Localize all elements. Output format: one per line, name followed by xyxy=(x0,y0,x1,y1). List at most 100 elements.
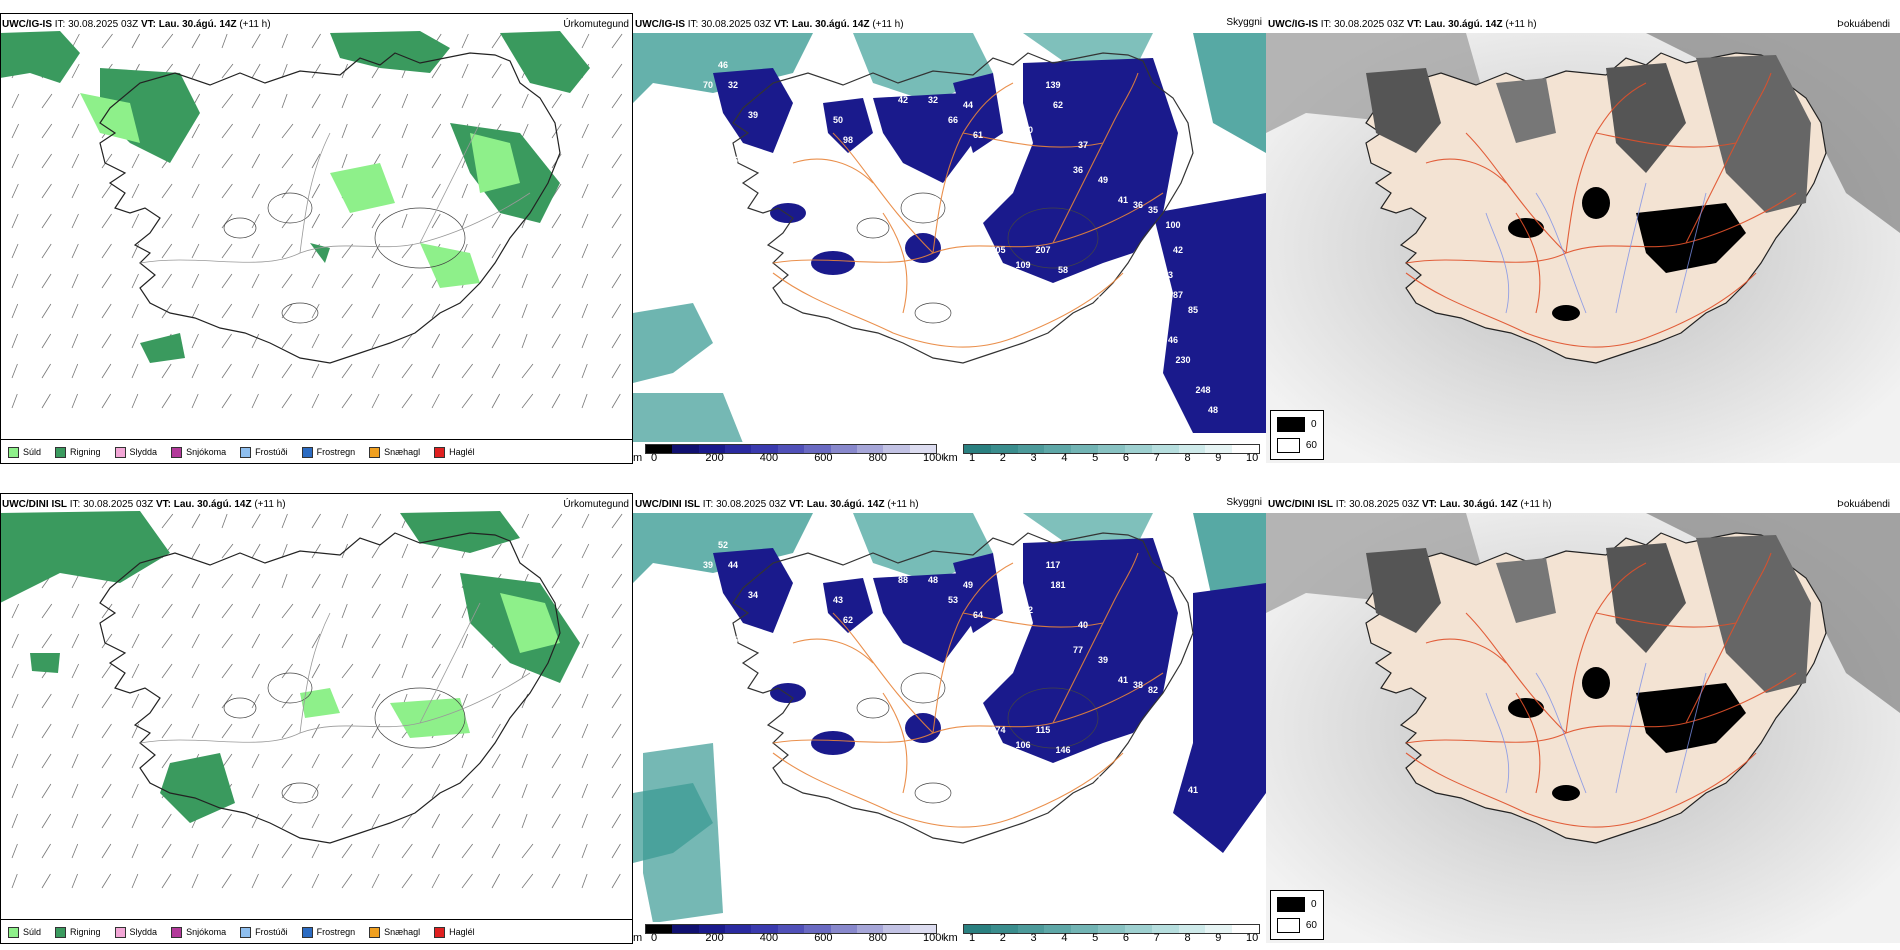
scale-color-step xyxy=(964,925,991,933)
legend-label: Haglél xyxy=(449,447,475,457)
wind-barb xyxy=(11,603,19,619)
wind-barb xyxy=(431,93,442,109)
visibility-value: 36 xyxy=(1133,200,1143,210)
scale-tick-label: 600 xyxy=(814,932,833,944)
wind-barb xyxy=(311,213,321,229)
wind-barb xyxy=(101,273,112,289)
visibility-value: 101 xyxy=(1075,765,1090,775)
wind-barb xyxy=(431,63,442,79)
scale-color-step xyxy=(883,445,910,453)
legend-item: Rigning xyxy=(55,926,101,938)
scale-tick-label: 200 xyxy=(705,452,724,464)
low-cloud-area xyxy=(1366,548,1441,633)
low-cloud-area xyxy=(1696,55,1811,213)
wind-barb xyxy=(431,363,440,379)
wind-barb xyxy=(41,93,53,109)
wind-barb xyxy=(581,273,589,289)
height-area xyxy=(873,93,973,183)
wind-barb xyxy=(461,303,474,319)
wind-barb xyxy=(101,363,112,379)
scale-tick-label: 5 xyxy=(1092,452,1099,464)
precip-areas xyxy=(0,31,590,363)
legend-item: Snæhagl xyxy=(369,446,420,458)
wind-barb xyxy=(491,723,501,739)
wind-barb xyxy=(101,183,113,199)
wind-barb xyxy=(461,753,468,769)
wind-barb xyxy=(491,873,501,889)
visibility-value: 61 xyxy=(973,130,983,140)
wind-barb xyxy=(611,93,623,109)
wind-barb xyxy=(281,633,294,649)
fog-area xyxy=(1582,667,1610,699)
scale-color-step xyxy=(1044,445,1072,453)
visibility-value: 50 xyxy=(833,115,843,125)
scale-color-step xyxy=(777,445,805,453)
visibility-value: 47 xyxy=(1163,750,1173,760)
wind-barb xyxy=(401,813,413,829)
cloud-legend: 0 60 xyxy=(1270,890,1324,940)
wind-barb xyxy=(461,363,474,379)
wind-barb xyxy=(311,153,321,169)
wind-barb xyxy=(11,93,20,109)
cloud-legend-item: 60 xyxy=(1277,918,1317,933)
legend-label: Slydda xyxy=(129,447,158,457)
visibility-value: 109 xyxy=(1015,260,1030,270)
wind-barb xyxy=(311,123,321,139)
scale-color-step xyxy=(646,445,673,453)
wind-barb xyxy=(101,153,113,169)
legend-label: Frostúði xyxy=(255,447,288,457)
road-line xyxy=(792,158,874,184)
wind-barb xyxy=(131,783,139,799)
legend-swatch xyxy=(369,926,381,938)
panel-title: UWC/DINI ISL IT: 30.08.2025 03Z VT: Lau.… xyxy=(635,499,919,510)
height-areas xyxy=(713,58,1178,283)
visibility-value: 42 xyxy=(1173,245,1183,255)
wind-barb xyxy=(461,693,468,709)
wind-barb xyxy=(221,303,233,319)
visibility-value: 41 xyxy=(1118,675,1128,685)
visibility-value: 52 xyxy=(718,540,728,550)
wind-barb xyxy=(461,813,474,829)
wind-barb xyxy=(611,633,622,649)
wind-barb xyxy=(521,333,528,349)
drizzle-area xyxy=(80,93,140,143)
legend-item: Frostregn xyxy=(301,446,355,458)
visibility-value: 41 xyxy=(1188,785,1198,795)
visibility-value: 44 xyxy=(728,560,738,570)
wind-barb xyxy=(611,183,622,199)
visibility-value: 48 xyxy=(1208,405,1218,415)
wind-barb xyxy=(461,93,469,109)
fog-panel-bottom: UWC/DINI ISL IT: 30.08.2025 03Z VT: Lau.… xyxy=(1266,493,1900,944)
visibility-value: 102 xyxy=(960,230,975,240)
visibility-value: 105 xyxy=(990,245,1005,255)
wind-barb xyxy=(191,33,201,49)
wind-barb xyxy=(221,393,232,409)
height-area xyxy=(953,553,1003,633)
visibility-value: 248 xyxy=(1195,385,1210,395)
wind-barb xyxy=(401,213,408,229)
wind-barb xyxy=(251,183,260,199)
scale-tick-label: 1 xyxy=(969,452,976,464)
wind-barb xyxy=(11,873,18,889)
wind-barb xyxy=(131,603,140,619)
wind-barb xyxy=(341,393,353,409)
wind-barb xyxy=(491,813,501,829)
wind-barb xyxy=(281,693,293,709)
wind-barb xyxy=(161,753,172,769)
wind-barb xyxy=(611,273,622,289)
scale-tick-label: 800 xyxy=(868,452,887,464)
wind-barb xyxy=(221,573,234,589)
fog-panel-top: UWC/IG-IS IT: 30.08.2025 03Z VT: Lau. 30… xyxy=(1266,13,1900,464)
wind-barb xyxy=(311,303,320,319)
scale-tick-label: 800 xyxy=(868,932,887,944)
visibility-value: 82 xyxy=(1148,685,1158,695)
glacier-outline xyxy=(856,217,890,239)
visibility-value: 49 xyxy=(728,655,738,665)
road-line xyxy=(1405,752,1647,828)
glacier-outline xyxy=(374,687,466,749)
wind-barb xyxy=(11,633,19,649)
height-area xyxy=(983,538,1178,763)
road-line xyxy=(419,122,481,244)
height-area xyxy=(873,573,973,663)
wind-barb xyxy=(431,603,442,619)
